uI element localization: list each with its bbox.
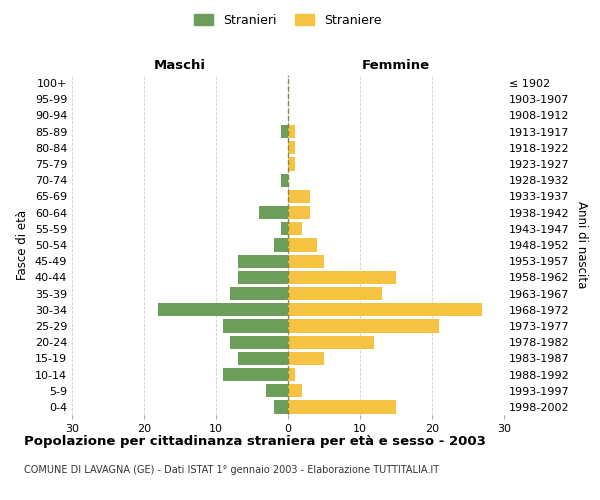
Legend: Stranieri, Straniere: Stranieri, Straniere: [190, 8, 386, 32]
Bar: [288, 368, 295, 381]
Y-axis label: Anni di nascita: Anni di nascita: [575, 202, 588, 288]
Bar: [158, 303, 288, 316]
Bar: [288, 320, 439, 332]
Bar: [281, 174, 288, 187]
Text: Maschi: Maschi: [154, 59, 206, 72]
Text: Femmine: Femmine: [362, 59, 430, 72]
Bar: [288, 254, 324, 268]
Bar: [288, 400, 396, 413]
Bar: [274, 238, 288, 252]
Bar: [230, 287, 288, 300]
Bar: [288, 384, 302, 398]
Bar: [288, 270, 396, 284]
Bar: [238, 254, 288, 268]
Bar: [288, 222, 302, 235]
Y-axis label: Fasce di età: Fasce di età: [16, 210, 29, 280]
Bar: [230, 336, 288, 349]
Bar: [288, 158, 295, 170]
Bar: [288, 141, 295, 154]
Bar: [223, 320, 288, 332]
Bar: [223, 368, 288, 381]
Bar: [281, 125, 288, 138]
Bar: [238, 352, 288, 365]
Bar: [288, 287, 382, 300]
Text: Popolazione per cittadinanza straniera per età e sesso - 2003: Popolazione per cittadinanza straniera p…: [24, 435, 486, 448]
Bar: [259, 206, 288, 220]
Bar: [274, 400, 288, 413]
Text: COMUNE DI LAVAGNA (GE) - Dati ISTAT 1° gennaio 2003 - Elaborazione TUTTITALIA.IT: COMUNE DI LAVAGNA (GE) - Dati ISTAT 1° g…: [24, 465, 439, 475]
Bar: [281, 222, 288, 235]
Bar: [288, 352, 324, 365]
Bar: [288, 125, 295, 138]
Bar: [288, 206, 310, 220]
Bar: [288, 303, 482, 316]
Bar: [238, 270, 288, 284]
Bar: [288, 190, 310, 203]
Bar: [266, 384, 288, 398]
Bar: [288, 336, 374, 349]
Bar: [288, 238, 317, 252]
